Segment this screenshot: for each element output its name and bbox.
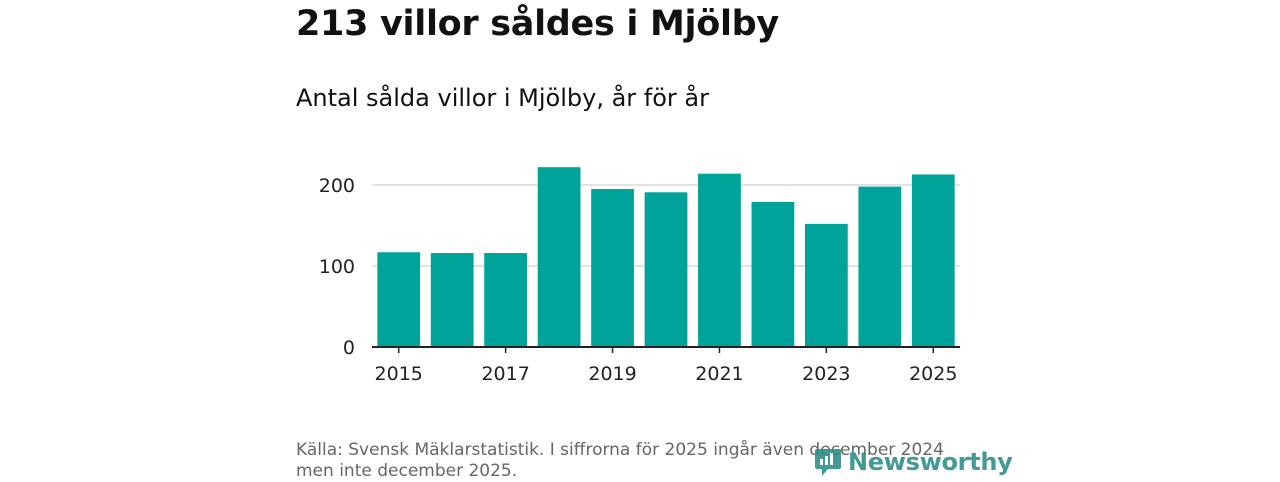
bar-chart: 0 100 200 2015 2017 2019 2021 2023 2025 xyxy=(319,167,960,385)
newsworthy-logo-icon xyxy=(815,449,841,476)
bar-2023 xyxy=(804,223,848,347)
x-tick-label: 2017 xyxy=(481,363,529,385)
x-tick-label: 2021 xyxy=(695,363,743,385)
bar-2025 xyxy=(911,174,955,347)
bar-2016 xyxy=(430,253,474,347)
y-tick-label: 200 xyxy=(319,175,355,197)
bar-2021 xyxy=(698,173,741,347)
chart-title: 213 villor såldes i Mjölby xyxy=(296,4,779,44)
x-tick-label: 2019 xyxy=(588,363,636,385)
x-tick-label: 2015 xyxy=(375,363,423,385)
y-tick-label: 0 xyxy=(343,337,355,359)
bar-2019 xyxy=(591,189,634,347)
bar-2018 xyxy=(537,167,581,347)
bar-2020 xyxy=(644,192,688,347)
source-note: Källa: Svensk Mäklarstatistik. I siffror… xyxy=(296,440,944,481)
x-tick-label: 2025 xyxy=(909,363,957,385)
bar-2015 xyxy=(377,252,421,347)
x-tick-label: 2023 xyxy=(802,363,850,385)
y-tick-label: 100 xyxy=(319,256,355,278)
bar-2024 xyxy=(858,186,902,347)
bar-2017 xyxy=(484,253,528,347)
newsworthy-logo: Newsworthy xyxy=(814,446,1013,478)
chart-subtitle: Antal sålda villor i Mjölby, år för år xyxy=(296,84,710,112)
bar-2022 xyxy=(751,202,795,347)
brand-name: Newsworthy xyxy=(848,448,1013,476)
